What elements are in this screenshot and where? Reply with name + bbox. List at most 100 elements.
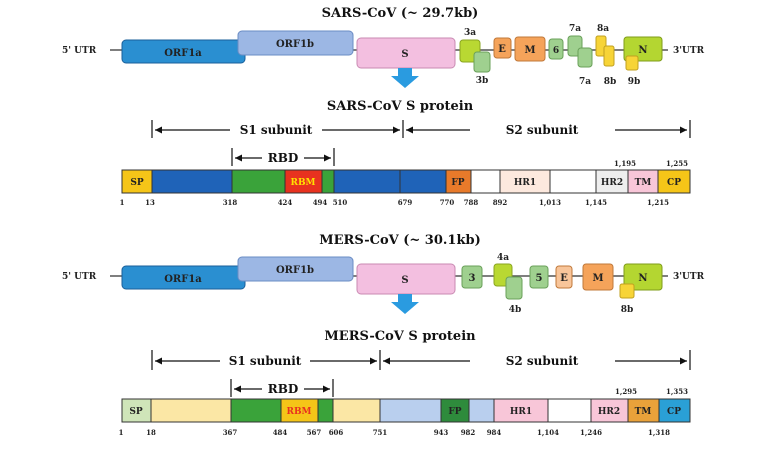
sars-genome-map: SARS-CoV (~ 29.7kb) 5' UTR 3'UTR ORF1a O… xyxy=(62,6,705,88)
sars-m-label: M xyxy=(524,45,535,56)
mers-5-label: 5 xyxy=(536,273,543,284)
sars-utr5-label: 5' UTR xyxy=(62,46,97,56)
mers-genome-title: MERS-CoV (~ 30.1kb) xyxy=(319,233,480,248)
mers-s2-label: S2 subunit xyxy=(506,354,579,368)
sars-hr2-label: HR2 xyxy=(601,178,623,188)
sars-s2-start-segment xyxy=(399,169,447,194)
mers-m-label: M xyxy=(592,273,603,284)
sars-pos-510: 510 xyxy=(333,198,348,207)
mers-sp-label: SP xyxy=(129,407,142,417)
sars-6-label: 6 xyxy=(553,46,559,56)
sars-7a-label: 7a xyxy=(569,24,581,34)
mers-pos-367: 367 xyxy=(223,428,238,437)
mers-s-down-arrow xyxy=(391,294,419,314)
sars-e-label: E xyxy=(498,44,506,55)
sars-s-label: S xyxy=(401,49,408,60)
mers-s1-ctd-segment xyxy=(332,398,381,423)
mers-s1-label: S1 subunit xyxy=(229,354,302,368)
sars-pos-679: 679 xyxy=(398,198,413,207)
mers-3-box xyxy=(461,265,483,289)
mers-orf1b-box xyxy=(237,256,354,282)
mers-4b-label: 4b xyxy=(509,305,522,315)
mers-pos-18: 18 xyxy=(146,428,156,437)
mers-utr3-label: 3'UTR xyxy=(673,272,705,282)
mers-fp-label: FP xyxy=(448,407,461,417)
mers-tm-label: TM xyxy=(635,407,652,417)
sars-pos-788: 788 xyxy=(464,198,479,207)
mers-n-label: N xyxy=(638,273,647,284)
mers-8b-label: 8b xyxy=(621,305,634,315)
sars-pos-1215: 1,215 xyxy=(647,198,669,207)
sars-rbd-label: RBD xyxy=(268,151,299,165)
mers-pos-567: 567 xyxy=(307,428,322,437)
sars-rbd-segment xyxy=(231,169,286,194)
sars-8a-label: 8a xyxy=(597,24,609,34)
sars-cp-label: CP xyxy=(667,178,681,188)
mers-5-box xyxy=(529,265,549,289)
sars-n-label: N xyxy=(638,45,647,56)
mers-pos-943: 943 xyxy=(434,428,449,437)
mers-orf1a-label: ORF1a xyxy=(164,274,202,285)
sars-n-box xyxy=(623,36,663,62)
mers-pos-484: 484 xyxy=(273,428,288,437)
sars-pos-892: 892 xyxy=(493,198,508,207)
sars-pos-770: 770 xyxy=(440,198,455,207)
mers-pos-1246: 1,246 xyxy=(580,428,602,437)
sars-rbd-end-segment xyxy=(321,169,335,194)
mers-rbm-label: RBM xyxy=(286,407,311,417)
sars-8b-label: 8b xyxy=(604,77,617,87)
sars-e-box xyxy=(493,37,512,59)
sars-genome-title: SARS-CoV (~ 29.7kb) xyxy=(322,6,479,21)
mers-pos-1: 1 xyxy=(119,428,124,437)
mers-rbd-end-segment xyxy=(317,398,334,423)
sars-7b-label: 7a xyxy=(579,77,591,87)
sars-s2-label: S2 subunit xyxy=(506,123,579,137)
sars-9b-label: 9b xyxy=(628,77,641,87)
mers-fp-hr1-gap xyxy=(468,398,495,423)
sars-orf1b-label: ORF1b xyxy=(276,39,314,50)
sars-hr1-label: HR1 xyxy=(514,178,536,188)
mers-hr2-label: HR2 xyxy=(598,407,620,417)
sars-pos-494: 494 xyxy=(313,198,328,207)
sars-s1-ctd-segment xyxy=(333,169,401,194)
mers-s-title: MERS-CoV S protein xyxy=(324,329,476,344)
sars-3b-box xyxy=(473,51,491,73)
sars-pos-1255: 1,255 xyxy=(666,159,688,168)
mers-pos-606: 606 xyxy=(329,428,344,437)
sars-orf1a-label: ORF1a xyxy=(164,48,202,59)
mers-4a-label: 4a xyxy=(497,253,509,263)
mers-pos-1318: 1,318 xyxy=(648,428,670,437)
mers-e-label: E xyxy=(560,273,568,284)
sars-s-title: SARS-CoV S protein xyxy=(327,99,474,114)
sars-pos-318: 318 xyxy=(223,198,238,207)
sars-rbm-label: RBM xyxy=(290,178,315,188)
mers-m-box xyxy=(582,263,614,291)
sars-pos-1013: 1,013 xyxy=(539,198,561,207)
sars-fp-label: FP xyxy=(451,178,464,188)
sars-orf1b-box xyxy=(237,30,354,56)
mers-pos-982: 982 xyxy=(461,428,476,437)
sars-3a-label: 3a xyxy=(464,28,476,38)
sars-pos-1: 1 xyxy=(120,198,125,207)
mers-genome-map: MERS-CoV (~ 30.1kb) 5' UTR 3'UTR ORF1a O… xyxy=(62,233,705,315)
sars-3b-label: 3b xyxy=(476,76,489,86)
mers-n-box xyxy=(623,263,663,291)
sars-s-down-arrow xyxy=(391,68,419,88)
sars-m-box xyxy=(514,36,546,62)
mers-4b-box xyxy=(505,276,523,300)
mers-pos-1295: 1,295 xyxy=(615,387,637,396)
sars-6-box xyxy=(548,38,564,60)
mers-8b-box xyxy=(619,283,635,299)
sars-pos-424: 424 xyxy=(278,198,293,207)
sars-hr1-hr2-gap xyxy=(549,169,597,194)
mers-s-label: S xyxy=(401,275,408,286)
mers-orf1b-label: ORF1b xyxy=(276,265,314,276)
mers-rbd-segment xyxy=(230,398,282,423)
mers-hr1-hr2-gap xyxy=(547,398,592,423)
mers-cp-label: CP xyxy=(667,407,681,417)
mers-pos-1353: 1,353 xyxy=(666,387,688,396)
sars-cp-segment xyxy=(657,169,691,194)
mers-pos-984: 984 xyxy=(487,428,502,437)
mers-rbd-label: RBD xyxy=(268,382,299,396)
